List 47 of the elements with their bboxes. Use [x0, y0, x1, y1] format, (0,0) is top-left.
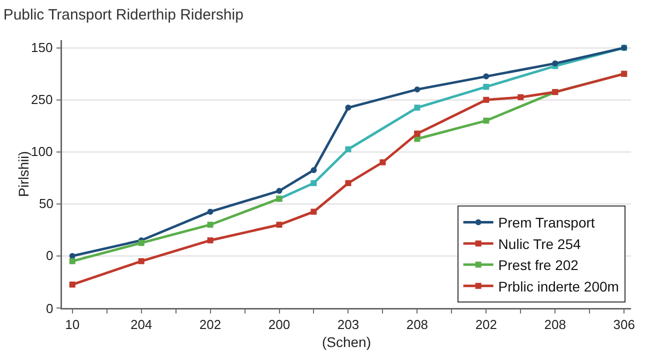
point: [310, 180, 317, 186]
text: 50: [39, 196, 54, 211]
x-tick-label: 208: [544, 317, 566, 332]
legend-label: Nulic Tre 254: [498, 236, 582, 252]
point: [345, 146, 352, 152]
point: [483, 96, 490, 103]
text: 0: [46, 301, 54, 316]
point: [69, 258, 76, 264]
point: [483, 118, 490, 124]
point: [310, 208, 317, 215]
point: [276, 188, 282, 194]
point: [207, 222, 214, 228]
x-tick-label: 202: [199, 317, 222, 332]
point: [276, 222, 282, 228]
point: [518, 94, 524, 100]
x-tick-label: 202: [475, 317, 498, 332]
point: [483, 84, 490, 90]
x-tick-label: 200: [268, 317, 290, 332]
x-tick-label: 203: [337, 317, 360, 332]
text: 150: [31, 40, 53, 55]
x-axis-title: (Schen): [322, 334, 372, 350]
point: [414, 86, 420, 92]
point: [380, 159, 386, 166]
x-tick-label: 10: [65, 317, 80, 332]
legend-label: Prem Transport: [498, 214, 595, 231]
point: [207, 208, 214, 215]
y-axis-title: Pirlshii): [15, 151, 32, 197]
point: [414, 104, 420, 111]
x-tick-label: 208: [406, 317, 428, 332]
point: [345, 104, 352, 111]
text: 250: [31, 92, 53, 107]
point: [414, 130, 420, 137]
point: [345, 180, 352, 186]
point: [207, 237, 214, 244]
point: [69, 282, 76, 288]
x-tick-label: 306: [613, 317, 635, 332]
point: [310, 167, 317, 174]
chart-title: Public Transport Riderthip Ridership: [3, 6, 244, 24]
text: 0: [46, 248, 54, 263]
legend-label: Prblic inderte 200m: [498, 278, 619, 294]
x-tick-label: 204: [130, 317, 152, 332]
point: [138, 240, 144, 246]
text: 100: [31, 144, 53, 159]
point: [483, 73, 490, 80]
legend-label: Prest fre 202: [498, 257, 579, 274]
point: [552, 60, 558, 66]
point: [138, 258, 144, 264]
